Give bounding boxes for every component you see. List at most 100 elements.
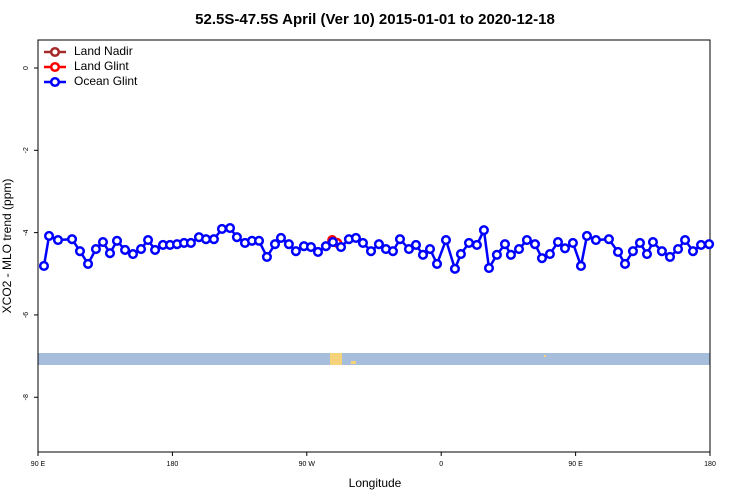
point	[544, 248, 555, 260]
point	[350, 232, 361, 244]
point	[499, 239, 511, 250]
x-tick-label: 90 E	[31, 461, 46, 468]
legend-marker	[49, 76, 61, 88]
point	[150, 244, 161, 255]
point	[687, 246, 699, 257]
x-tick-label: 180	[704, 461, 716, 468]
point	[695, 239, 707, 251]
point	[536, 253, 548, 264]
point	[463, 237, 475, 248]
point	[365, 246, 377, 257]
point	[275, 232, 287, 244]
point	[431, 258, 443, 269]
point	[471, 239, 482, 251]
point	[483, 262, 495, 274]
point	[82, 258, 94, 269]
point	[440, 234, 452, 246]
point	[619, 258, 631, 269]
point	[627, 246, 638, 257]
point	[143, 234, 154, 246]
point	[664, 251, 676, 262]
point	[104, 248, 116, 259]
legend-label: Land Nadir	[74, 44, 133, 58]
point	[357, 237, 368, 248]
point	[208, 234, 219, 245]
point	[305, 241, 317, 253]
point	[641, 248, 653, 260]
point	[200, 234, 212, 245]
point	[455, 248, 466, 260]
point	[491, 249, 502, 260]
point	[552, 237, 564, 248]
point	[581, 230, 592, 241]
y-axis-label: XCO2 - MLO trend (ppm)	[0, 179, 14, 314]
point	[74, 246, 86, 257]
point	[135, 244, 147, 255]
chart-title: 52.5S-47.5S April (Ver 10) 2015-01-01 to…	[195, 11, 555, 28]
point	[127, 248, 139, 260]
point	[261, 251, 272, 262]
point	[403, 244, 414, 255]
y-tick-label: 0	[23, 66, 30, 70]
point	[394, 234, 406, 245]
x-tick-label: 90 W	[299, 461, 316, 468]
point	[216, 223, 228, 234]
point	[417, 249, 429, 260]
point	[529, 239, 541, 250]
point	[253, 235, 265, 246]
point	[90, 244, 101, 255]
y-tick-label: -2	[23, 147, 30, 153]
point	[231, 232, 242, 243]
y-tick-label: -8	[23, 394, 30, 400]
point	[656, 246, 667, 257]
point	[335, 241, 347, 253]
point	[373, 239, 384, 250]
point	[38, 260, 50, 272]
point	[66, 234, 78, 245]
surface-strip	[38, 353, 710, 365]
point	[575, 260, 587, 272]
point	[269, 239, 281, 250]
point	[513, 244, 525, 255]
point	[387, 246, 399, 257]
point	[634, 237, 646, 248]
x-axis-label: Longitude	[349, 476, 402, 490]
point	[449, 263, 460, 274]
point	[603, 234, 614, 245]
point	[185, 237, 196, 248]
point	[410, 239, 422, 251]
legend-label: Ocean Glint	[74, 74, 138, 88]
point	[704, 239, 715, 250]
point	[97, 237, 109, 248]
point	[567, 237, 578, 248]
legend-marker	[49, 46, 61, 58]
point	[424, 244, 436, 255]
x-tick-label: 0	[439, 461, 443, 468]
point	[505, 249, 516, 260]
point	[44, 230, 55, 241]
legend-marker	[49, 61, 61, 73]
point	[320, 241, 331, 252]
point	[647, 237, 659, 248]
y-tick-label: -4	[23, 229, 30, 235]
point	[478, 225, 489, 236]
y-tick-label: -6	[23, 312, 30, 318]
point	[672, 244, 684, 255]
point	[612, 246, 624, 258]
x-tick-label: 90 E	[568, 461, 583, 468]
point	[312, 246, 324, 258]
point	[120, 244, 131, 255]
point	[283, 239, 294, 250]
legend-label: Land Glint	[74, 59, 129, 73]
point	[52, 234, 64, 246]
point	[590, 234, 601, 246]
point	[290, 246, 301, 257]
point	[111, 235, 123, 246]
point	[224, 223, 236, 234]
point	[559, 243, 571, 254]
point	[327, 237, 338, 248]
point	[521, 234, 532, 246]
x-tick-label: 180	[167, 461, 179, 468]
point	[680, 234, 691, 246]
